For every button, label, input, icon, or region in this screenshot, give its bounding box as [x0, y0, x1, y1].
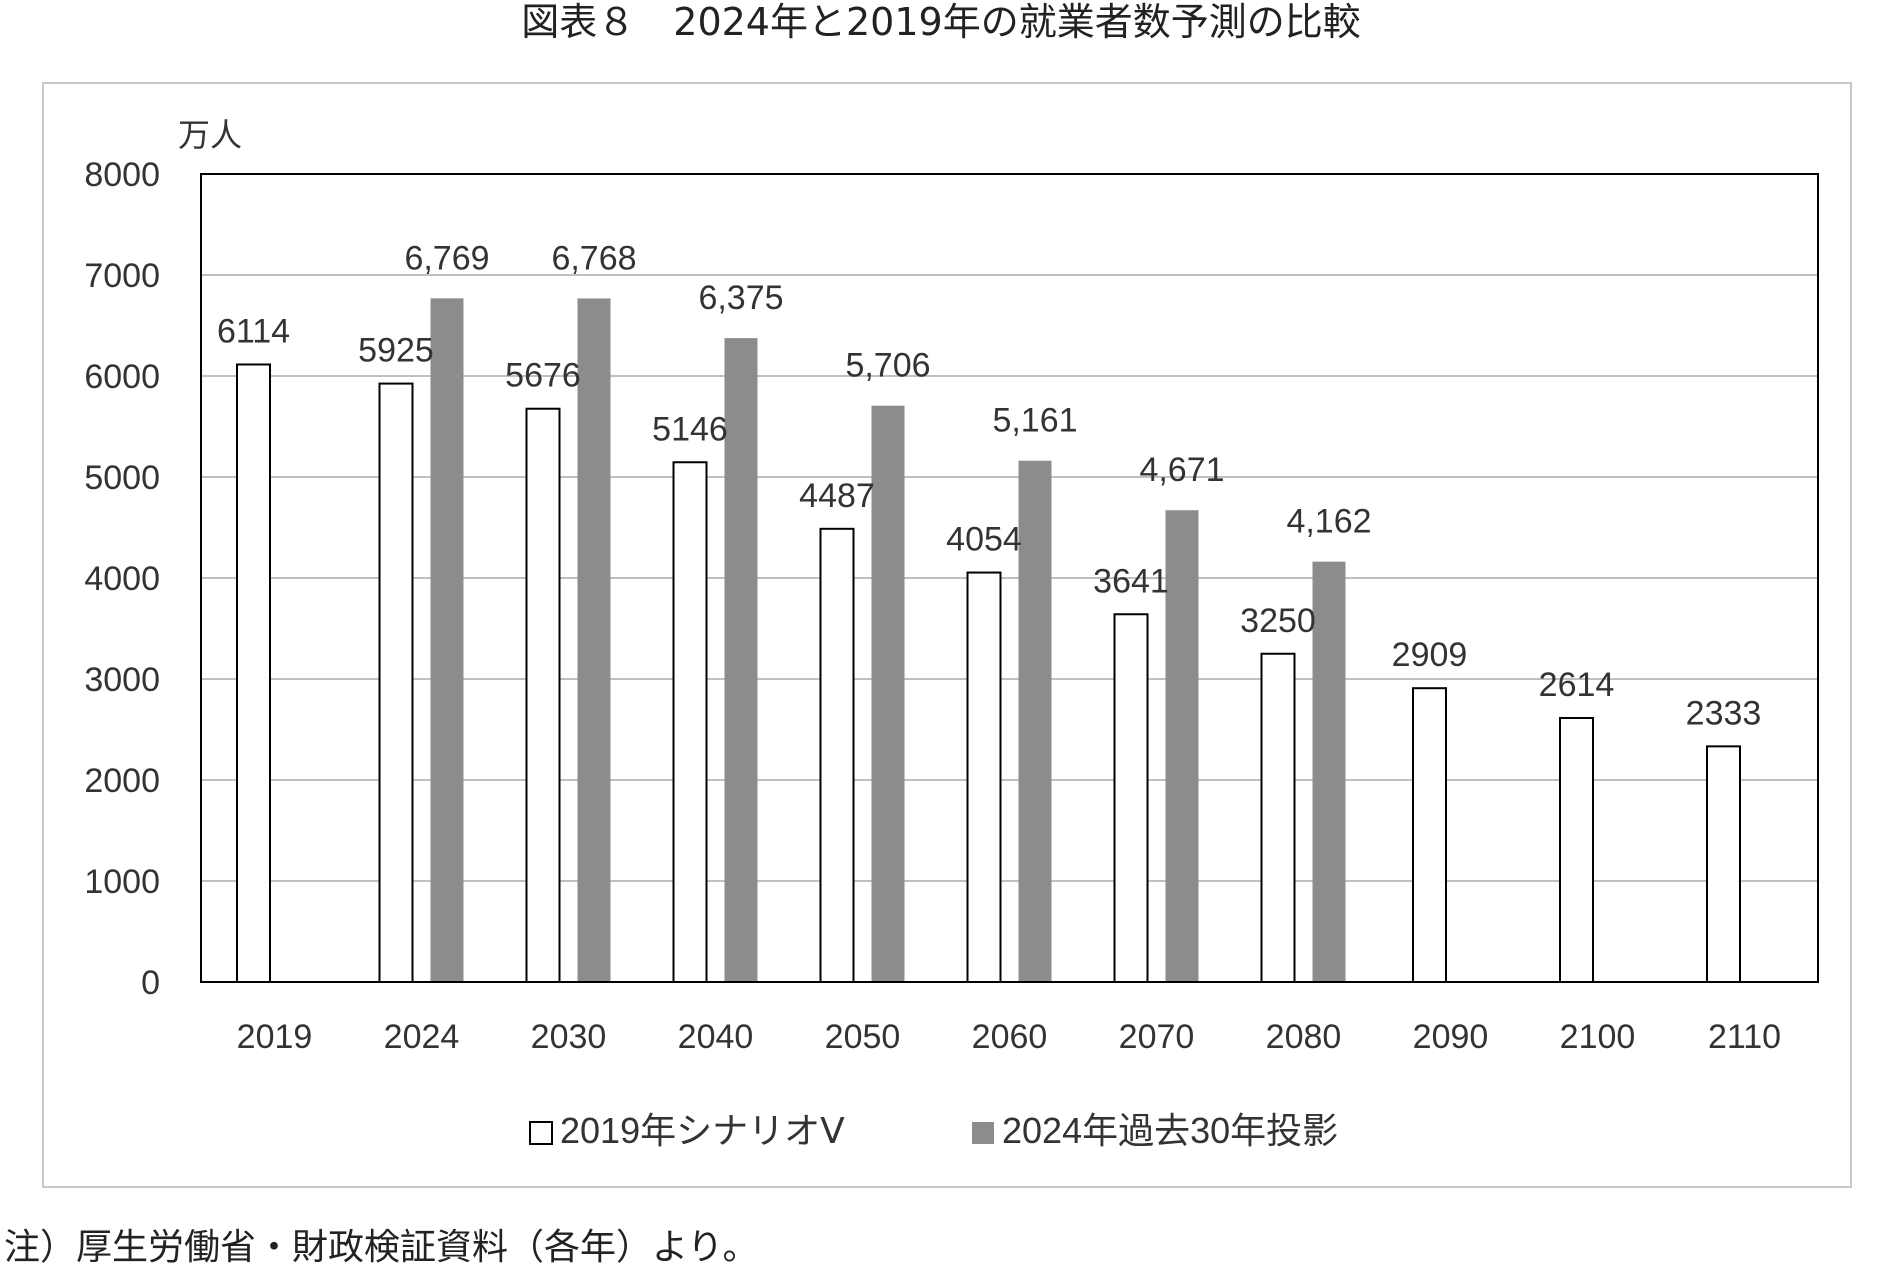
y-tick-label: 1000 — [84, 863, 160, 901]
bars — [236, 298, 1741, 984]
x-category-label: 2070 — [1119, 1018, 1195, 1056]
bar-2019-2090 — [1412, 687, 1447, 983]
bar-2024-2060 — [1018, 460, 1052, 982]
legend-swatch-2019 — [529, 1121, 553, 1145]
bar-2019-2070 — [1113, 613, 1149, 983]
source-note: 注）厚生労働省・財政検証資料（各年）より。 — [4, 1227, 759, 1268]
legend-label-2019: 2019年シナリオⅤ — [560, 1110, 845, 1151]
x-category-label: 2110 — [1708, 1018, 1781, 1056]
x-category-label: 2030 — [531, 1018, 607, 1056]
x-category-label: 2060 — [972, 1018, 1048, 1056]
bar-2024-2080 — [1312, 561, 1346, 982]
x-category-label: 2040 — [678, 1018, 754, 1056]
data-label-2019-2070: 3641 — [1093, 562, 1169, 600]
data-label-2024-2070: 4,671 — [1139, 451, 1224, 489]
legend: 2019年シナリオⅤ 2024年過去30年投影 — [529, 1110, 1338, 1151]
x-category-label: 2080 — [1266, 1018, 1342, 1056]
x-axis-categories: 2019 2024 2030 2040 2050 2060 2070 2080 2090 2100… — [237, 1018, 1781, 1056]
chart-frame — [42, 82, 1852, 1188]
y-tick-label: 2000 — [84, 762, 160, 800]
data-labels: 6114 5925 6,769 5676 6,768 5146 6,375 4487 5,706… — [217, 239, 1761, 732]
plot-area — [200, 173, 1819, 983]
y-tick-label: 8000 — [84, 156, 160, 194]
y-tick-label: 5000 — [84, 459, 160, 497]
data-label-2019-2030: 5676 — [505, 357, 581, 395]
data-label-2024-2030: 6,768 — [551, 239, 636, 277]
data-label-2019-2019: 6114 — [217, 312, 290, 350]
data-label-2024-2050: 5,706 — [845, 347, 930, 385]
legend-swatch-2024 — [972, 1122, 994, 1144]
x-category-label: 2050 — [825, 1018, 901, 1056]
y-tick-label: 4000 — [84, 560, 160, 598]
bar-2024-2024 — [430, 298, 464, 982]
data-label-2019-2024: 5925 — [358, 332, 434, 370]
bar-2019-2030 — [525, 407, 561, 983]
chart-title: 図表８ 2024年と2019年の就業者数予測の比較 — [521, 0, 1361, 44]
data-label-2024-2040: 6,375 — [698, 279, 783, 317]
bar-2024-2070 — [1165, 510, 1199, 982]
x-category-label: 2100 — [1560, 1018, 1636, 1056]
bar-2019-2060 — [966, 571, 1002, 984]
x-category-label: 2024 — [384, 1018, 460, 1056]
x-category-label: 2019 — [237, 1018, 313, 1056]
data-label-2019-2110: 2333 — [1686, 694, 1762, 732]
y-tick-label: 7000 — [84, 257, 160, 295]
data-label-2019-2080: 3250 — [1240, 602, 1316, 640]
y-tick-label: 6000 — [84, 358, 160, 396]
data-label-2019-2060: 4054 — [946, 521, 1022, 559]
data-label-2024-2080: 4,162 — [1286, 503, 1371, 541]
data-label-2019-2090: 2909 — [1392, 636, 1468, 674]
data-label-2024-2060: 5,161 — [992, 402, 1077, 440]
bar-2019-2040 — [672, 461, 708, 983]
legend-label-2024: 2024年過去30年投影 — [1002, 1110, 1338, 1151]
gridlines — [201, 274, 1818, 882]
y-axis-ticks: 0 1000 2000 3000 4000 5000 6000 7000 8000 — [84, 156, 160, 1002]
data-label-2024-2024: 6,769 — [404, 239, 489, 277]
bar-2019-2019 — [236, 363, 271, 983]
data-label-2019-2050: 4487 — [799, 477, 875, 515]
y-tick-label: 3000 — [84, 661, 160, 699]
data-label-2019-2040: 5146 — [652, 410, 728, 448]
bar-2024-2050 — [871, 405, 905, 983]
y-tick-label: 0 — [141, 964, 160, 1002]
bar-2019-2024 — [378, 382, 414, 983]
bar-2019-2110 — [1706, 745, 1741, 983]
bar-2024-2030 — [577, 298, 611, 982]
bar-2019-2100 — [1559, 716, 1594, 984]
x-category-label: 2090 — [1413, 1018, 1489, 1056]
data-label-2019-2100: 2614 — [1539, 666, 1615, 704]
bar-2024-2040 — [724, 338, 758, 982]
bar-2019-2050 — [819, 527, 855, 983]
bar-2019-2080 — [1260, 652, 1296, 983]
y-axis-unit: 万人 — [178, 117, 242, 153]
